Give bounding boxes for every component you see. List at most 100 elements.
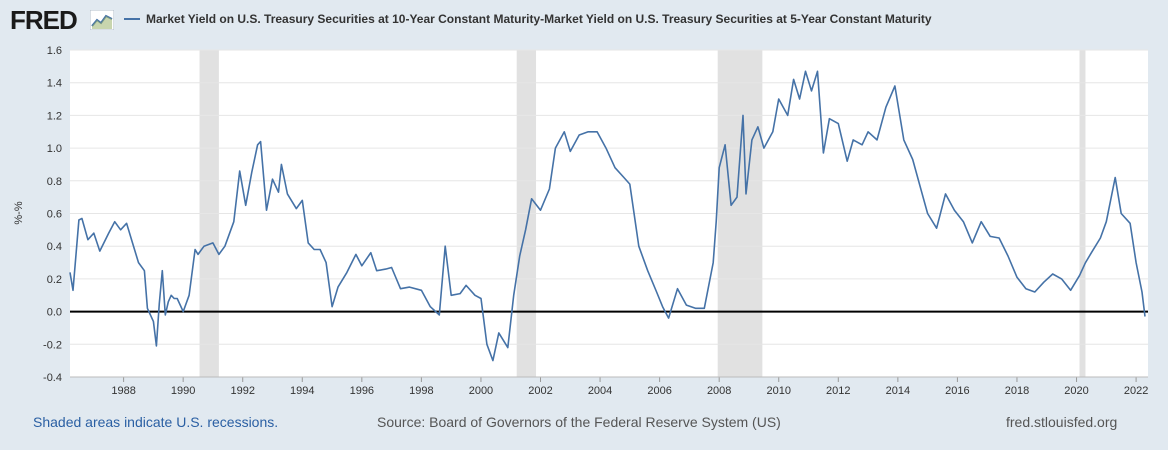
data-point[interactable] (344, 270, 349, 275)
data-point[interactable] (91, 231, 96, 236)
data-point[interactable] (553, 146, 558, 151)
data-point[interactable] (845, 159, 850, 164)
data-point[interactable] (577, 133, 582, 138)
data-point[interactable] (151, 319, 156, 324)
data-point[interactable] (562, 129, 567, 134)
fred-logo[interactable]: FRED (10, 5, 78, 35)
data-point[interactable] (892, 84, 897, 89)
series-line-0[interactable] (69, 70, 1146, 362)
data-point[interactable] (163, 312, 168, 317)
data-point[interactable] (1119, 211, 1124, 216)
data-point[interactable] (761, 146, 766, 151)
chart[interactable]: -0.4 -0.2 0.0 0.2 0.4 0.6 0.8 1.0 1.2 1.4 1.6 1988 1… (0, 0, 1168, 410)
data-point[interactable] (749, 137, 754, 142)
data-point[interactable] (1032, 290, 1037, 295)
data-point[interactable] (791, 77, 796, 82)
data-point[interactable] (193, 247, 198, 252)
data-point[interactable] (910, 157, 915, 162)
data-point[interactable] (979, 219, 984, 224)
data-point[interactable] (187, 293, 192, 298)
data-point[interactable] (821, 151, 826, 156)
data-point[interactable] (1083, 260, 1088, 265)
data-point[interactable] (604, 146, 609, 151)
data-point[interactable] (136, 260, 141, 265)
data-point[interactable] (496, 330, 501, 335)
data-point[interactable] (952, 208, 957, 213)
data-point[interactable] (1006, 254, 1011, 259)
data-point[interactable] (595, 129, 600, 134)
data-point[interactable] (279, 162, 284, 167)
data-point[interactable] (157, 301, 162, 306)
data-point[interactable] (294, 206, 299, 211)
data-point[interactable] (702, 306, 707, 311)
data-point[interactable] (1089, 250, 1094, 255)
data-point[interactable] (142, 268, 147, 273)
data-point[interactable] (684, 303, 689, 308)
data-point[interactable] (222, 244, 227, 249)
data-point[interactable] (464, 283, 469, 288)
data-point[interactable] (71, 288, 76, 293)
data-point[interactable] (312, 247, 317, 252)
data-point[interactable] (306, 240, 311, 245)
data-point[interactable] (517, 254, 522, 259)
data-point[interactable] (523, 227, 528, 232)
data-point[interactable] (675, 286, 680, 291)
data-point[interactable] (627, 182, 632, 187)
data-point[interactable] (97, 249, 102, 254)
data-point[interactable] (458, 291, 463, 296)
data-point[interactable] (428, 304, 433, 309)
data-point[interactable] (1098, 236, 1103, 241)
data-point[interactable] (997, 236, 1002, 241)
data-point[interactable] (866, 129, 871, 134)
data-point[interactable] (1050, 272, 1055, 277)
data-point[interactable] (118, 227, 123, 232)
data-point[interactable] (1143, 314, 1148, 319)
data-point[interactable] (359, 263, 364, 268)
data-point[interactable] (660, 304, 665, 309)
data-point[interactable] (744, 191, 749, 196)
data-point[interactable] (1134, 260, 1139, 265)
data-point[interactable] (547, 187, 552, 192)
data-point[interactable] (374, 268, 379, 273)
data-point[interactable] (318, 247, 323, 252)
data-point[interactable] (770, 129, 775, 134)
data-point[interactable] (961, 219, 966, 224)
data-point[interactable] (711, 260, 716, 265)
data-point[interactable] (237, 169, 242, 174)
data-point[interactable] (1059, 276, 1064, 281)
data-point[interactable] (803, 69, 808, 74)
data-point[interactable] (693, 306, 698, 311)
data-point[interactable] (258, 139, 263, 144)
data-point[interactable] (407, 285, 412, 290)
data-point[interactable] (851, 137, 856, 142)
data-point[interactable] (529, 196, 534, 201)
data-point[interactable] (285, 191, 290, 196)
data-point[interactable] (336, 285, 341, 290)
data-point[interactable] (216, 252, 221, 257)
data-point[interactable] (645, 268, 650, 273)
data-point[interactable] (636, 244, 641, 249)
data-point[interactable] (300, 198, 305, 203)
data-point[interactable] (1113, 175, 1118, 180)
data-point[interactable] (1015, 275, 1020, 280)
data-point[interactable] (276, 190, 281, 195)
data-point[interactable] (181, 309, 186, 314)
data-point[interactable] (654, 290, 659, 295)
data-point[interactable] (484, 342, 489, 347)
data-point[interactable] (175, 296, 180, 301)
data-point[interactable] (919, 190, 924, 195)
data-point[interactable] (723, 142, 728, 147)
data-point[interactable] (490, 358, 495, 363)
data-point[interactable] (1041, 280, 1046, 285)
data-point[interactable] (160, 268, 165, 273)
data-point[interactable] (934, 226, 939, 231)
data-point[interactable] (330, 304, 335, 309)
data-point[interactable] (130, 240, 135, 245)
data-point[interactable] (797, 97, 802, 102)
data-point[interactable] (776, 97, 781, 102)
site-link[interactable]: fred.stlouisfed.org (1006, 414, 1118, 430)
data-point[interactable] (755, 124, 760, 129)
data-point[interactable] (145, 306, 150, 311)
data-point[interactable] (901, 137, 906, 142)
data-point[interactable] (196, 252, 201, 257)
